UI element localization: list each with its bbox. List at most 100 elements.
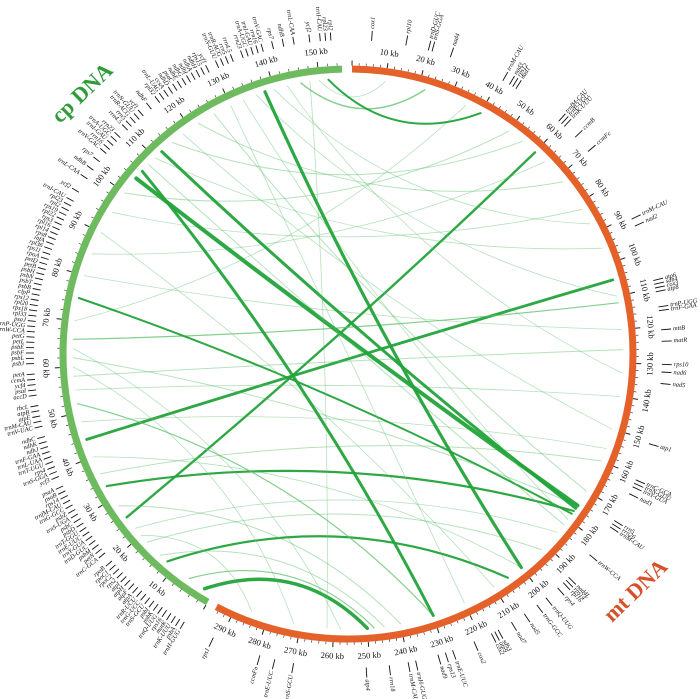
cp-gene-marker xyxy=(148,600,155,608)
cp-gene-label: ycf3 xyxy=(37,477,50,488)
cp-gene-marker xyxy=(33,282,42,286)
synteny-link xyxy=(242,99,569,520)
mt-gene-label: cox2 xyxy=(476,651,488,666)
cp-tick xyxy=(196,600,198,603)
synteny-link xyxy=(84,275,623,330)
cp-gene-marker xyxy=(66,197,74,202)
synteny-link xyxy=(300,82,426,110)
cp-tick-label: 120 kb xyxy=(162,94,187,116)
cp-gene-marker xyxy=(43,456,52,460)
synteny-link xyxy=(73,349,624,377)
mt-gene-marker xyxy=(611,523,621,530)
mt-tick xyxy=(549,145,552,148)
cp-gene-marker xyxy=(329,32,332,41)
synteny-link xyxy=(327,78,482,125)
mt-tick xyxy=(512,590,515,593)
mt-gene-label: trnW-CCA xyxy=(596,560,621,583)
mt-tick xyxy=(522,122,525,125)
cp-tick xyxy=(123,167,127,171)
cp-gene-marker xyxy=(245,48,249,57)
cp-gene-marker xyxy=(152,603,159,611)
mt-tick-label: 90 kb xyxy=(612,209,629,231)
mt-gene-marker xyxy=(654,281,664,285)
mt-gene-marker xyxy=(256,655,261,666)
cp-tick-label: 70 kb xyxy=(40,307,52,327)
cp-gene-marker xyxy=(219,58,224,66)
mt-gene-marker xyxy=(632,486,642,492)
mt-gene-marker xyxy=(568,576,577,585)
cp-gene-marker xyxy=(125,120,132,127)
mt-tick-label: 80 kb xyxy=(593,177,612,198)
mt-gene-label: rps10 xyxy=(674,361,690,369)
synteny-link xyxy=(72,302,619,340)
mt-gene-marker xyxy=(515,79,522,89)
mt-gene-label: atp4 xyxy=(363,679,371,692)
cp-tick xyxy=(110,521,114,524)
cp-gene-marker xyxy=(62,499,71,505)
mt-tick xyxy=(409,635,411,639)
cp-gene-marker xyxy=(200,67,205,75)
cp-gene-marker xyxy=(255,45,259,54)
cp-gene-marker xyxy=(76,522,84,528)
mt-gene-marker xyxy=(648,443,659,448)
synteny-link xyxy=(160,150,578,510)
mt-tick xyxy=(283,635,285,638)
cp-gene-marker xyxy=(32,288,41,291)
cp-gene-marker xyxy=(49,471,57,475)
mt-tick xyxy=(620,257,626,260)
mt-gene-marker xyxy=(635,479,646,485)
mt-tick xyxy=(624,271,628,274)
cp-tick xyxy=(84,224,90,228)
mt-gene-label: atp6 xyxy=(664,271,677,281)
mt-gene-marker xyxy=(660,383,671,385)
mt-tick xyxy=(414,70,416,74)
cp-gene-marker xyxy=(71,187,80,193)
cp-tick xyxy=(142,558,145,561)
mt-tick xyxy=(597,497,603,501)
cp-gene-marker xyxy=(38,441,47,445)
cp-gene-label: ycf1 xyxy=(196,51,207,65)
mt-tick xyxy=(613,465,619,469)
mt-gene-marker xyxy=(658,308,669,312)
cp-gene-label: trnW-CCA xyxy=(0,326,25,335)
cp-gene-marker xyxy=(80,174,88,180)
mt-tick xyxy=(486,96,490,102)
mt-gene-marker xyxy=(523,613,531,623)
mt-tick xyxy=(623,439,626,441)
synteny-links xyxy=(72,78,624,631)
mt-gene-marker xyxy=(654,285,665,289)
mt-tick xyxy=(261,629,265,635)
mt-gene-marker xyxy=(431,41,436,52)
mt-gene-marker xyxy=(629,493,639,499)
cp-gene-marker xyxy=(140,593,147,601)
cp-gene-marker xyxy=(214,60,220,69)
mt-tick xyxy=(461,86,463,90)
cp-gene-marker xyxy=(34,425,43,429)
mt-tick xyxy=(600,212,603,215)
mt-tick xyxy=(242,622,244,626)
mt-tick xyxy=(622,265,626,267)
mt-tick-label: 160 kb xyxy=(617,459,635,484)
cp-gene-marker xyxy=(114,131,121,139)
mt-tick xyxy=(604,485,608,487)
synteny-link xyxy=(171,140,523,176)
mt-tick-label: 210 kb xyxy=(496,599,521,620)
cp-gene-marker xyxy=(157,606,163,614)
mt-gene-marker xyxy=(208,637,214,647)
cp-gene-label: rpl33 xyxy=(12,310,27,319)
mt-tick xyxy=(630,412,634,414)
cp-gene-marker xyxy=(224,56,229,64)
cp-tick xyxy=(171,583,174,586)
cp-gene-label: psbH xyxy=(20,265,36,276)
cp-gene-marker xyxy=(32,415,41,418)
cp-gene-marker xyxy=(109,564,116,571)
cp-tick xyxy=(75,252,78,254)
mt-tick-label: 50 kb xyxy=(515,98,536,117)
cp-gene-marker xyxy=(40,446,49,450)
mt-tick xyxy=(476,612,478,615)
cp-gene-label: ycf2 xyxy=(59,178,73,190)
mt-tick xyxy=(590,509,593,512)
mt-gene-label: rrn18 xyxy=(387,677,396,693)
